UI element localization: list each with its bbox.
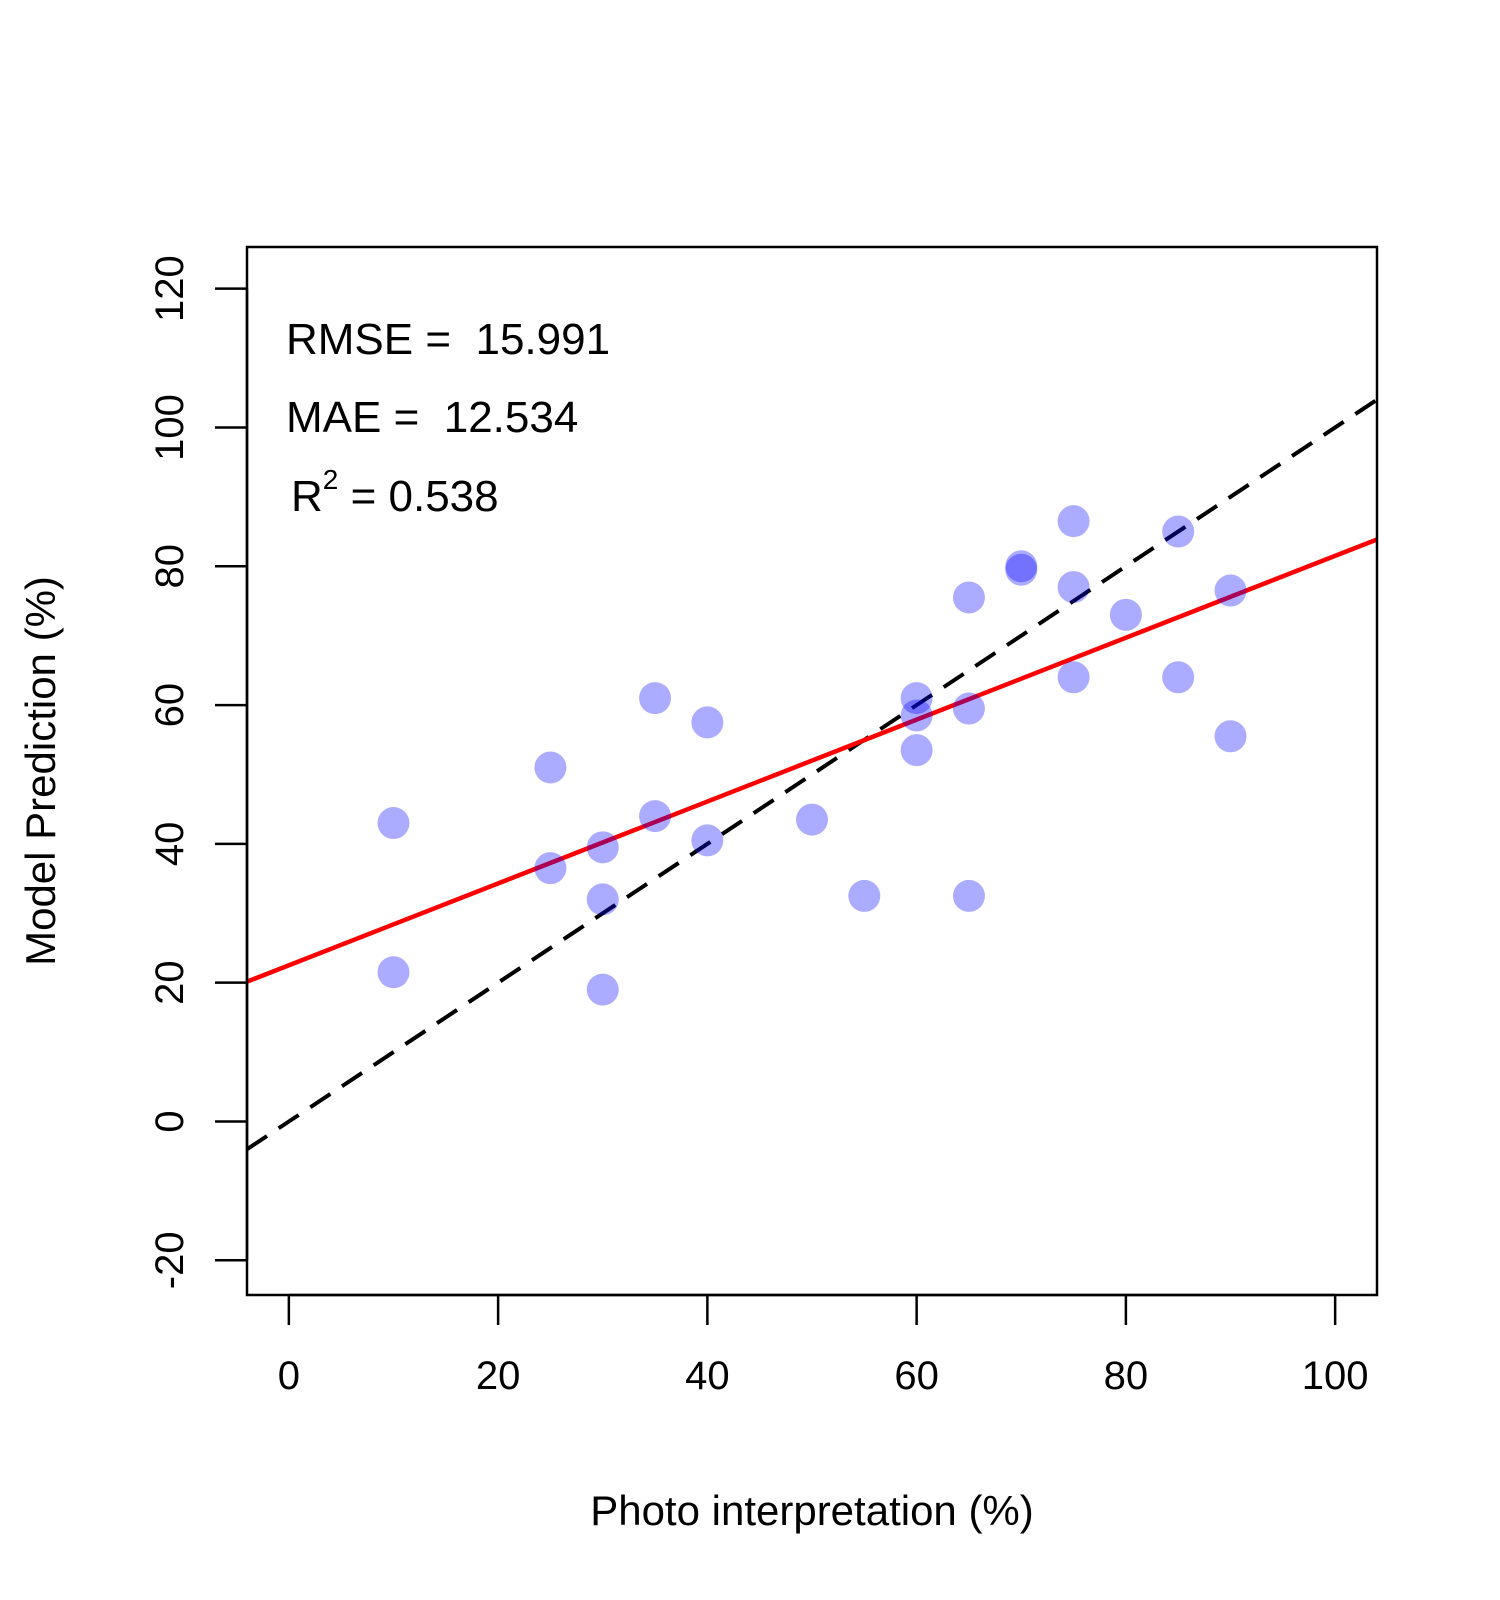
data-point-21	[1057, 505, 1090, 538]
y-tick-label-0: 0	[148, 1110, 192, 1132]
y-tick-label--20: -20	[148, 1231, 192, 1289]
data-point-28	[1214, 720, 1247, 753]
r-squared-symbol: R	[291, 472, 323, 521]
data-point-27	[1214, 574, 1247, 607]
data-point-9	[691, 706, 724, 739]
y-axis: -20 0 20 40 60 80 100 120	[148, 255, 249, 1289]
x-tick-label-80: 80	[1104, 1354, 1149, 1398]
mae-label: MAE = 12.534	[286, 393, 578, 442]
data-point-10	[691, 824, 724, 857]
data-point-19	[1005, 550, 1038, 583]
data-point-20	[1005, 553, 1038, 586]
y-tick-label-40: 40	[148, 822, 192, 867]
r-squared-value: = 0.538	[338, 472, 498, 521]
data-point-12	[848, 879, 881, 912]
y-tick-label-20: 20	[148, 960, 192, 1005]
y-axis-title: Model Prediction (%)	[17, 576, 64, 966]
data-point-2	[534, 751, 567, 784]
data-point-22	[1057, 571, 1090, 604]
data-point-25	[1162, 515, 1195, 548]
x-axis: 0 20 40 60 80 100	[278, 1293, 1369, 1398]
x-tick-label-100: 100	[1302, 1354, 1369, 1398]
rmse-label: RMSE = 15.991	[286, 315, 610, 364]
y-tick-label-60: 60	[148, 683, 192, 728]
x-tick-label-0: 0	[278, 1354, 300, 1398]
data-point-1	[377, 956, 410, 989]
y-tick-label-80: 80	[148, 544, 192, 589]
data-point-11	[796, 803, 828, 836]
r-squared-exponent: 2	[323, 464, 339, 495]
data-point-24	[1109, 598, 1142, 631]
data-point-16	[952, 581, 985, 614]
x-tick-label-60: 60	[894, 1354, 939, 1398]
data-point-13	[900, 682, 933, 715]
data-point-8	[639, 800, 672, 833]
x-axis-title: Photo interpretation (%)	[590, 1487, 1034, 1534]
data-points	[377, 505, 1247, 1006]
data-point-5	[586, 883, 619, 916]
y-tick-label-100: 100	[148, 394, 192, 461]
y-tick-label-120: 120	[148, 255, 192, 322]
data-point-17	[952, 692, 985, 725]
data-point-4	[586, 831, 619, 864]
x-tick-label-40: 40	[685, 1354, 730, 1398]
regression-line	[247, 537, 1377, 984]
data-point-15	[900, 734, 933, 767]
data-point-7	[639, 682, 672, 715]
data-point-23	[1057, 661, 1090, 694]
x-tick-label-20: 20	[476, 1354, 521, 1398]
data-point-18	[952, 879, 985, 912]
r-squared-label: R2 = 0.538	[291, 464, 499, 521]
data-point-0	[377, 807, 410, 840]
data-point-14	[900, 699, 933, 732]
data-point-3	[534, 852, 567, 885]
data-point-26	[1162, 661, 1195, 694]
fit-lines	[247, 398, 1377, 1151]
data-point-6	[586, 973, 619, 1006]
